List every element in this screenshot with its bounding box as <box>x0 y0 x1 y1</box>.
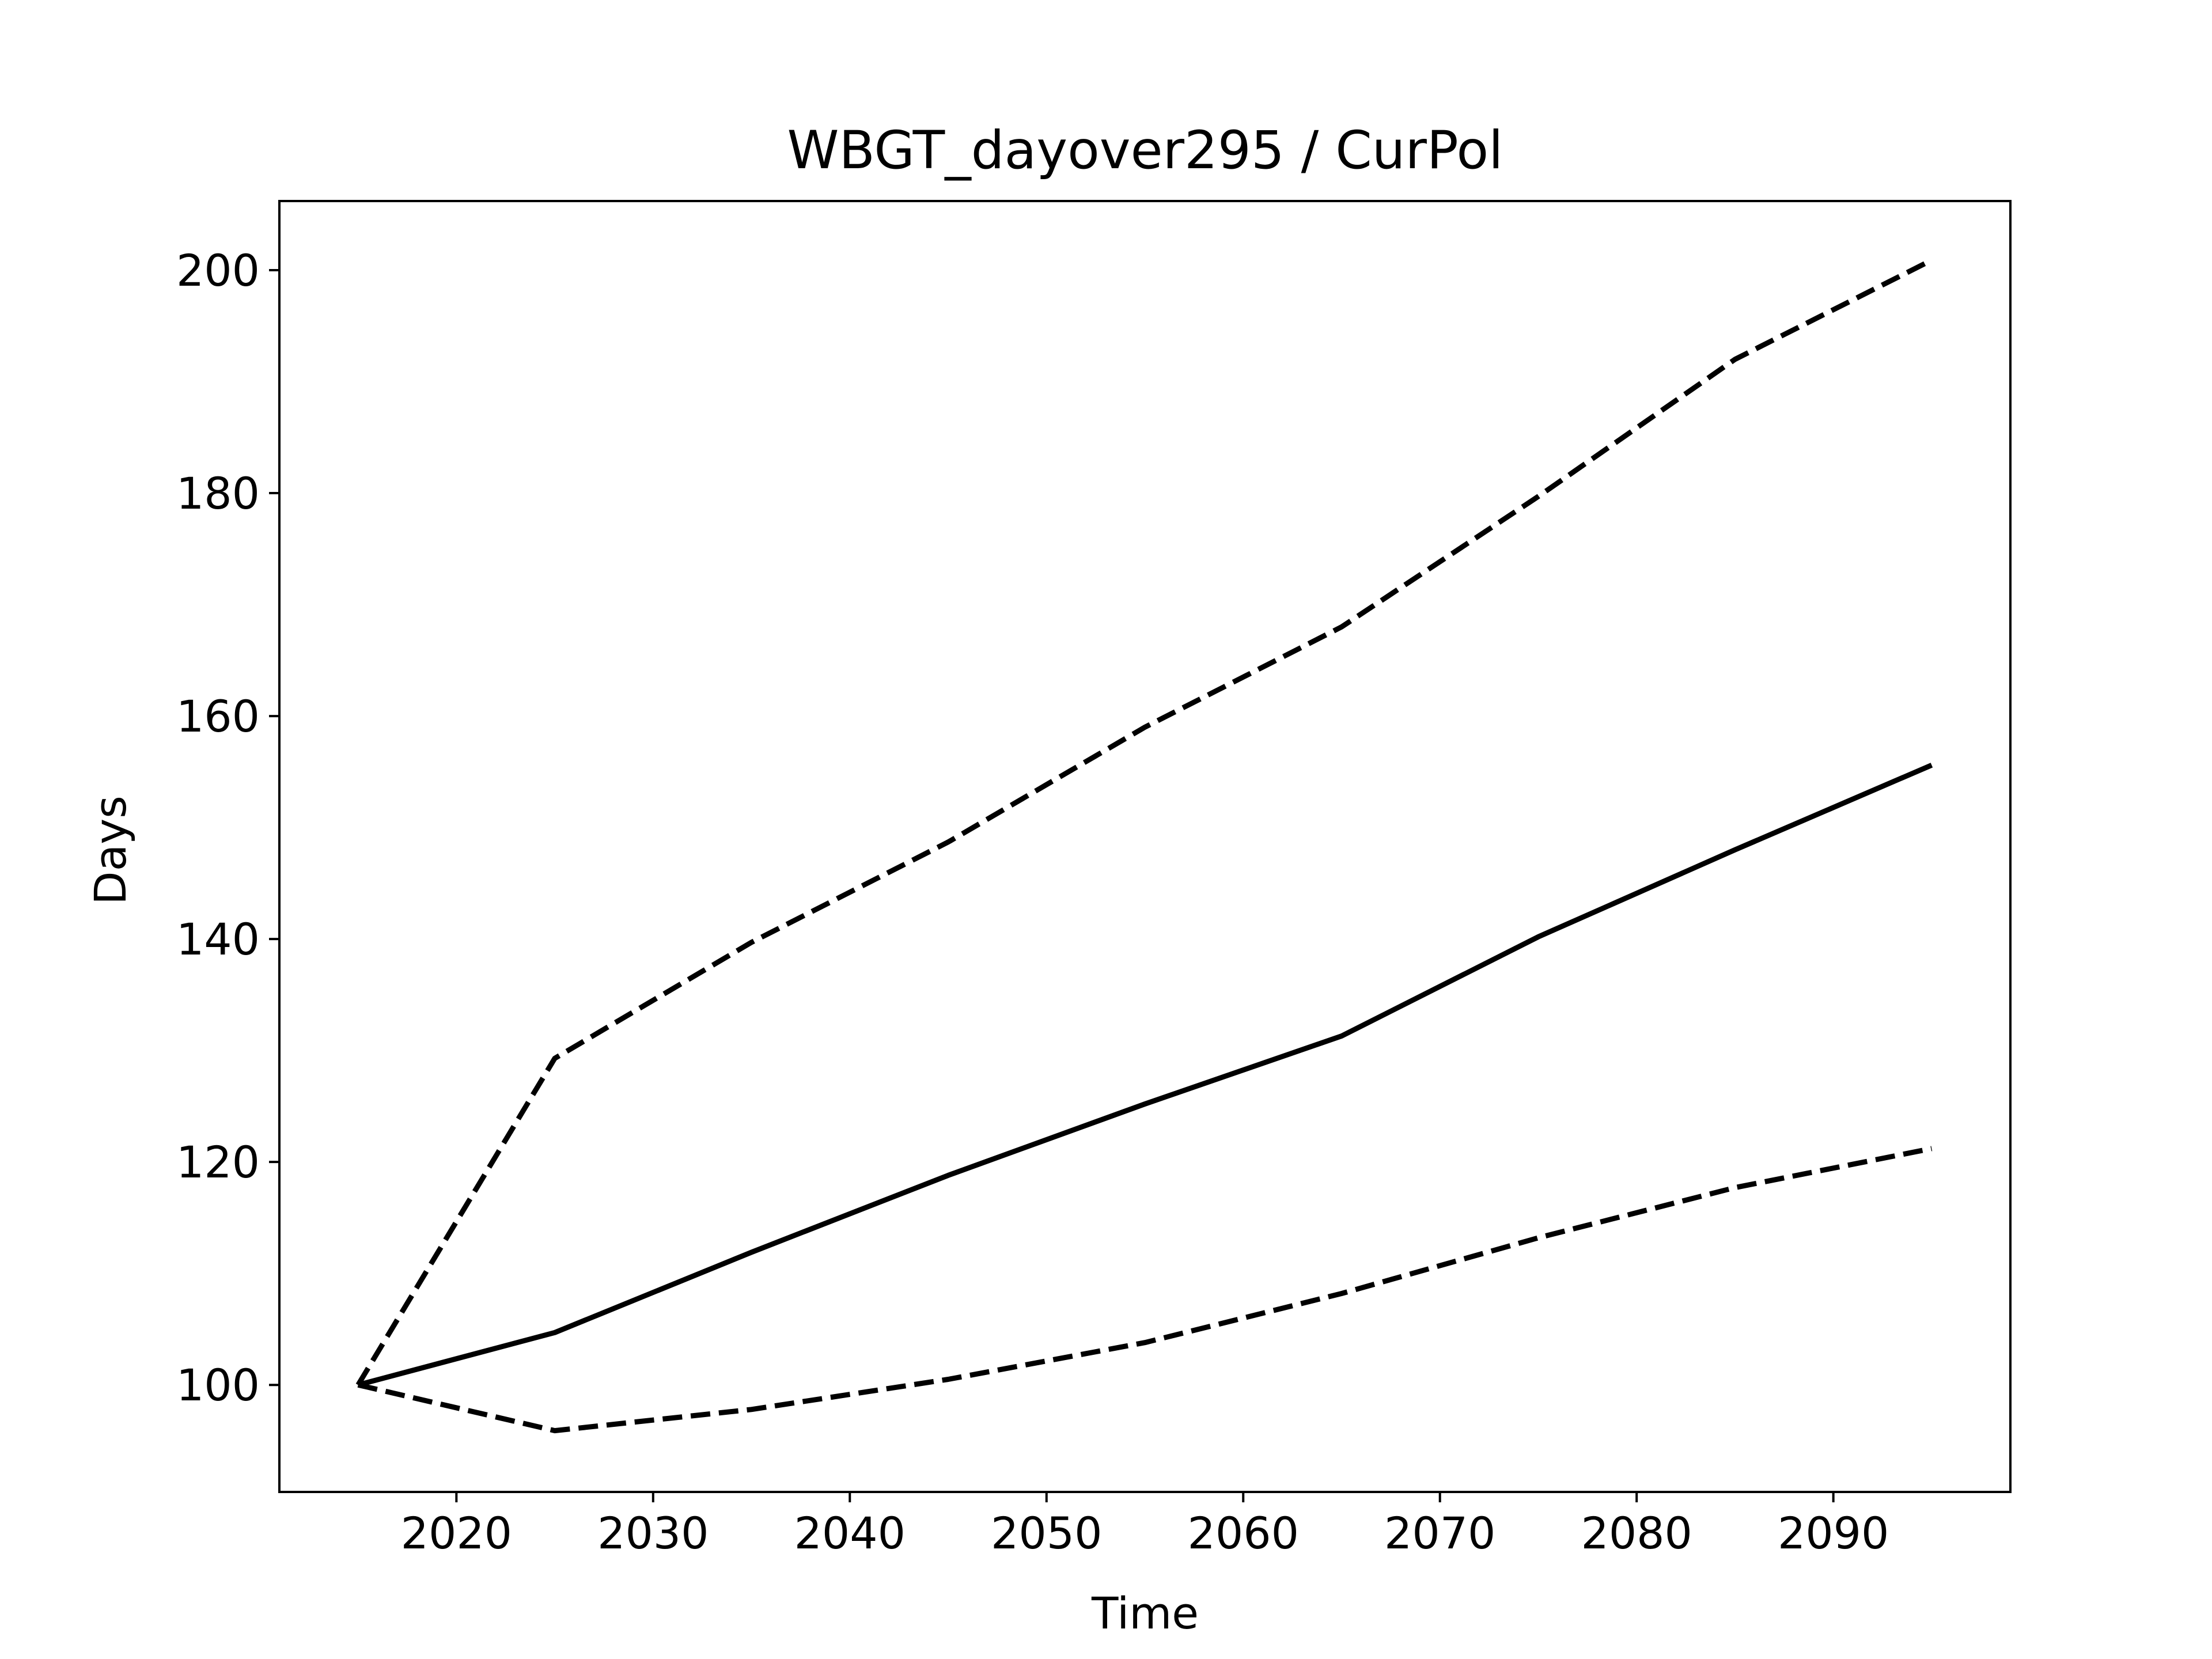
x-axis: 2020 2030 2040 2050 2060 2070 2080 2090 <box>401 1492 1889 1559</box>
y-axis-title: Days <box>85 796 136 905</box>
x-tick-label: 2070 <box>1384 1508 1495 1559</box>
x-tick-label: 2050 <box>991 1508 1102 1559</box>
x-tick-label: 2080 <box>1581 1508 1692 1559</box>
y-tick-label: 100 <box>176 1359 260 1411</box>
x-tick-label: 2030 <box>597 1508 709 1559</box>
dashed-series-line-2 <box>357 1146 1933 1434</box>
dashed-series-line-1 <box>355 257 1933 1387</box>
x-tick-label: 2060 <box>1188 1508 1299 1559</box>
x-tick-label: 2090 <box>1778 1508 1889 1559</box>
x-tick-label: 2020 <box>401 1508 512 1559</box>
y-tick-label: 180 <box>176 468 260 519</box>
chart-title: WBGT_dayover295 / CurPol <box>787 120 1503 181</box>
solid-series-line-0 <box>357 763 1933 1388</box>
plot-frame <box>278 200 2012 1493</box>
y-tick-label: 160 <box>176 691 260 742</box>
y-tick-label: 120 <box>176 1137 260 1188</box>
x-tick-label: 2040 <box>794 1508 906 1559</box>
plot-area <box>355 257 1933 1434</box>
x-axis-title: Time <box>1091 1588 1199 1639</box>
y-axis: 100 120 140 160 180 200 <box>176 245 279 1411</box>
y-tick-label: 200 <box>176 245 260 296</box>
y-tick-label: 140 <box>176 914 260 965</box>
